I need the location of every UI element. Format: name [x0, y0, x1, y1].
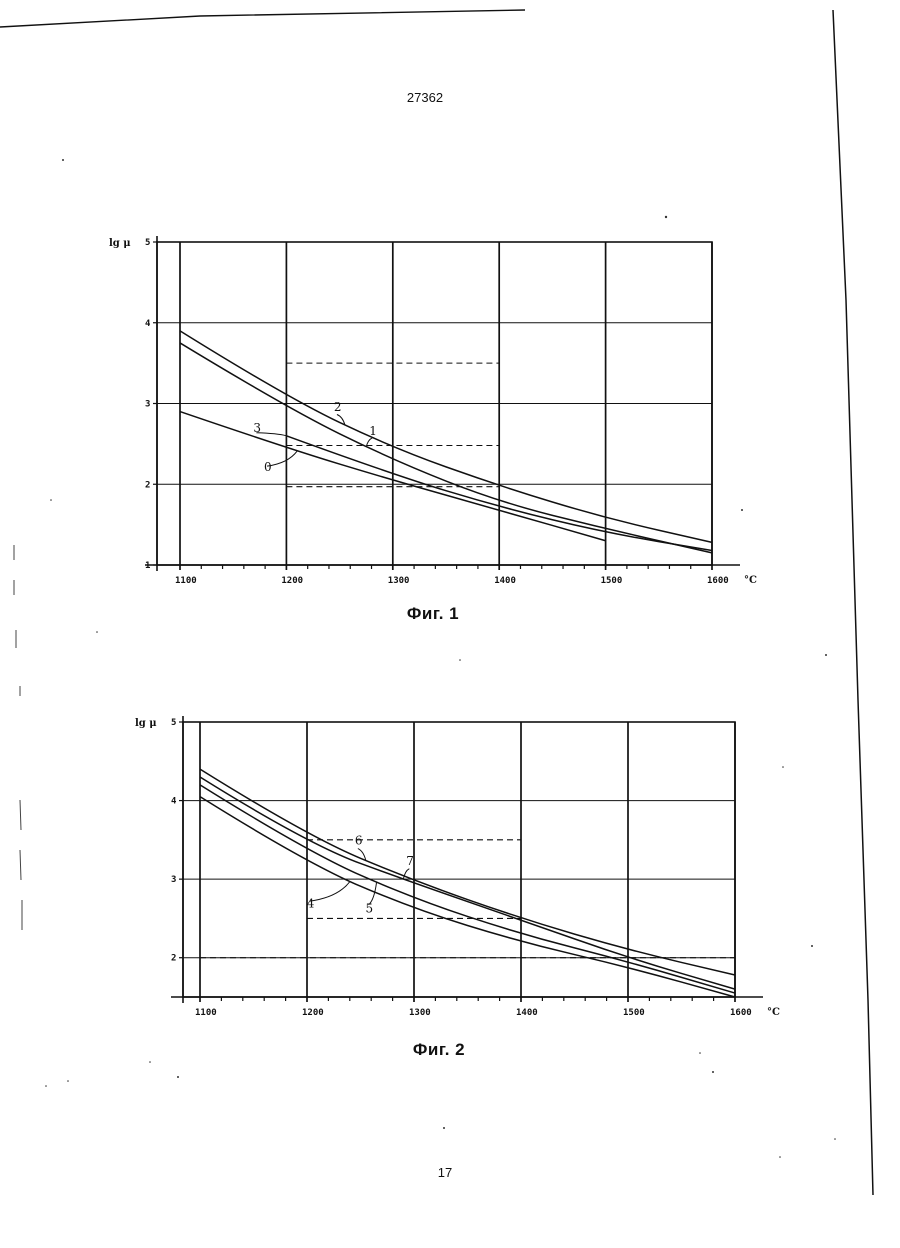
x-tick-label: 1200	[302, 1008, 324, 1018]
series-label-7: 7	[406, 854, 414, 868]
x-tick-label: 1300	[409, 1008, 431, 1018]
figure-2-chart: 1100 1200 1300 1400 1500 1600 2 3 4 5 lg μ °C 6 7 5 4	[0, 690, 900, 1030]
y-tick-label: 4	[171, 797, 177, 807]
y-axis-label: lg μ	[135, 718, 157, 729]
series-label-1: 1	[369, 424, 377, 438]
y-tick-label: 2	[145, 480, 150, 490]
x-axis-label: °C	[767, 1007, 780, 1018]
y-tick-label: 5	[171, 718, 176, 728]
y-tick-label: 3	[145, 400, 150, 410]
y-axis-label: lg μ	[109, 238, 131, 249]
x-tick-label: 1600	[707, 576, 729, 586]
y-tick-label: 1	[145, 561, 150, 571]
series-label-2: 2	[334, 400, 342, 414]
figure-1-caption: Фиг. 1	[333, 604, 533, 624]
series-line-1	[180, 343, 712, 553]
series-label-6: 6	[355, 834, 363, 848]
series-label-5: 5	[366, 901, 374, 915]
series-label-4: 4	[307, 897, 315, 911]
figure-2-caption: Фиг. 2	[339, 1040, 539, 1060]
document-number: 27362	[360, 90, 490, 105]
figure-1-chart: 1100 1200 1300 1400 1500 1600 1 2 3 4 5 lg μ °C 2 1 3 0	[0, 210, 900, 600]
x-tick-label: 1100	[195, 1008, 217, 1018]
x-tick-label: 1400	[494, 576, 516, 586]
series-line-5	[200, 785, 735, 993]
y-tick-label: 2	[171, 954, 176, 964]
label-leader	[310, 882, 350, 902]
series-line-2	[180, 331, 712, 543]
series-line-6	[200, 769, 735, 975]
x-tick-label: 1100	[175, 576, 197, 586]
x-tick-label: 1300	[388, 576, 410, 586]
x-tick-label: 1200	[281, 576, 303, 586]
x-tick-label: 1500	[601, 576, 623, 586]
x-tick-label: 1500	[623, 1008, 645, 1018]
y-tick-label: 4	[145, 319, 151, 329]
y-tick-label: 3	[171, 875, 176, 885]
series-label-3: 3	[253, 421, 261, 435]
x-axis-label: °C	[744, 575, 757, 586]
x-tick-label: 1400	[516, 1008, 538, 1018]
series-label-0: 0	[264, 460, 272, 474]
page-number: 17	[395, 1165, 495, 1180]
series-line-4	[200, 797, 735, 997]
y-tick-label: 5	[145, 238, 150, 248]
x-tick-label: 1600	[730, 1008, 752, 1018]
